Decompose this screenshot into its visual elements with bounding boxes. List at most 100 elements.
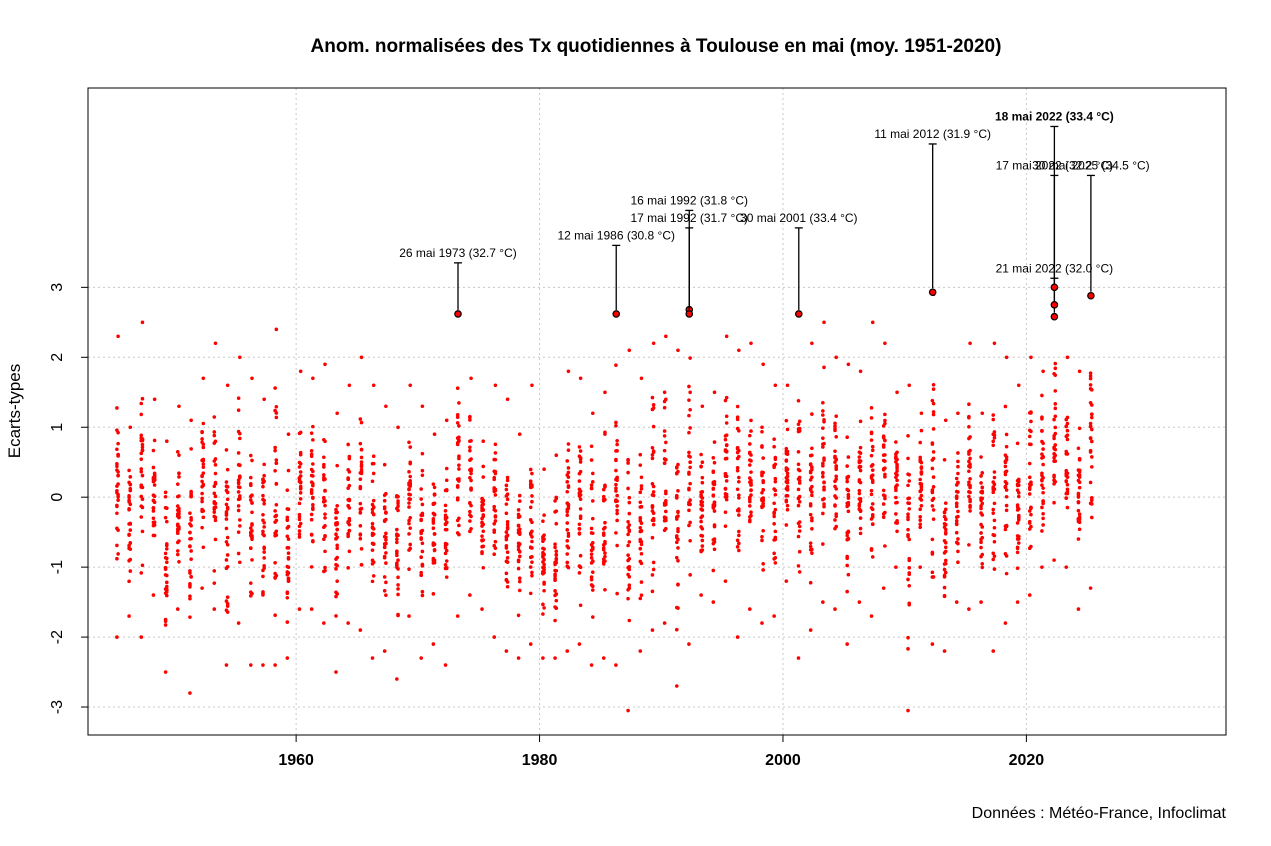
data-point [334,614,338,618]
data-point [700,514,705,518]
data-point [469,486,473,490]
data-point [784,446,789,451]
data-point [1064,479,1069,484]
data-point [1027,546,1032,550]
data-point [382,649,387,653]
data-point [1053,389,1058,393]
data-point [542,588,546,593]
data-point [1064,468,1069,473]
data-point [821,445,825,449]
data-point [492,521,497,526]
data-point [1027,461,1032,466]
data-point [504,483,509,488]
data-point [177,506,181,511]
data-point [311,469,315,474]
data-point [737,348,741,353]
data-point [334,521,338,525]
data-point [566,448,571,452]
data-point [566,369,571,374]
data-point [833,484,837,489]
data-point [322,478,326,482]
data-point [627,528,632,533]
data-point [772,501,776,506]
data-point [748,463,752,467]
data-point [1076,495,1081,499]
data-point [139,401,144,406]
data-point [858,516,863,520]
data-point [992,567,997,571]
data-point [991,551,996,556]
data-point [396,613,400,618]
data-point [601,656,606,660]
data-point [1052,434,1056,438]
data-point [1088,374,1093,378]
data-point [906,527,910,532]
data-point [151,493,156,498]
data-point [311,424,315,429]
y-tick-label: 3 [49,283,66,292]
data-point [395,565,399,570]
data-point [516,566,521,571]
data-point [845,642,849,646]
data-point [323,568,327,573]
data-point [931,517,936,521]
data-point [285,564,290,569]
data-point [346,504,350,508]
data-point [785,503,790,508]
data-point [358,628,363,632]
data-point [528,518,533,522]
highlight-point [612,310,621,318]
data-point [1041,516,1045,521]
data-point [967,483,971,487]
data-point [443,562,448,567]
data-point [601,547,606,552]
data-point [784,466,789,470]
data-point [212,415,217,419]
data-point [358,532,363,537]
data-point [735,487,740,492]
data-point [200,509,204,514]
data-point [127,480,131,485]
data-point [712,479,717,484]
data-point [906,434,910,438]
data-point [298,452,303,457]
data-point [396,592,400,597]
data-point [881,586,886,590]
data-point [724,479,729,483]
data-point [590,615,595,619]
data-point [1041,486,1045,490]
data-point [323,362,327,367]
data-point [796,521,801,526]
data-point [334,510,338,515]
data-point [614,363,618,367]
data-point [1027,428,1032,433]
data-point [797,529,802,533]
data-point [615,543,619,548]
data-point [504,544,509,548]
data-point [907,558,912,563]
data-point [724,497,729,502]
data-point [688,502,692,507]
data-point [553,574,557,578]
data-point [1003,479,1008,484]
data-point [578,507,583,511]
data-point [1041,455,1045,460]
data-point [589,577,594,582]
data-point [930,642,935,646]
data-point [590,516,595,521]
data-point [942,593,947,598]
data-point [517,527,522,532]
data-point [954,519,959,523]
data-point [699,464,703,469]
data-point [457,438,461,443]
data-point [639,593,644,597]
data-point [177,559,181,564]
data-point [603,390,607,395]
data-point [250,537,254,542]
data-point [309,431,314,435]
data-point [895,483,899,487]
data-point [1065,452,1070,456]
data-point [1004,508,1009,513]
data-point [285,570,290,574]
data-point [615,438,619,443]
